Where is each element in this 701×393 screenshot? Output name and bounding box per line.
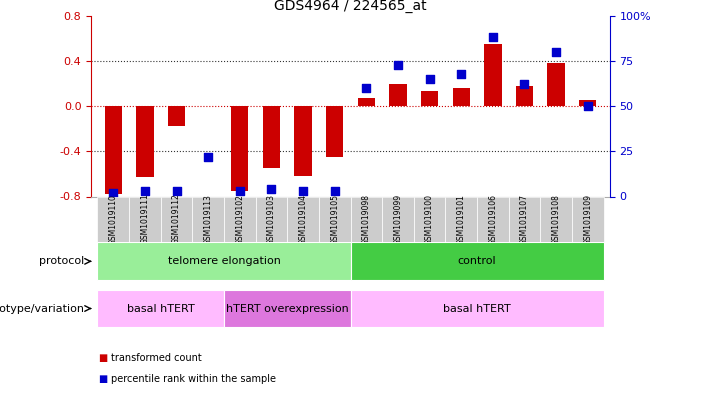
Bar	[287, 196, 319, 242]
Text: hTERT overexpression: hTERT overexpression	[226, 303, 348, 314]
Point	[297, 188, 308, 194]
Point	[424, 76, 435, 82]
Text: ■: ■	[98, 353, 107, 363]
Point	[203, 154, 214, 160]
Title: GDS4964 / 224565_at: GDS4964 / 224565_at	[274, 0, 427, 13]
Text: basal hTERT: basal hTERT	[127, 303, 195, 314]
Text: GSM1019107: GSM1019107	[520, 194, 529, 244]
Bar	[136, 106, 154, 177]
Point	[456, 70, 467, 77]
Bar	[358, 98, 375, 106]
Bar	[161, 196, 192, 242]
Bar	[421, 92, 438, 106]
Text: telomere elongation: telomere elongation	[168, 256, 280, 266]
Point	[393, 61, 404, 68]
Bar	[326, 106, 343, 157]
Bar	[224, 196, 256, 242]
Bar	[97, 290, 224, 327]
Point	[234, 188, 245, 194]
Bar	[382, 196, 414, 242]
Bar	[263, 106, 280, 168]
Text: GSM1019109: GSM1019109	[583, 194, 592, 244]
Text: GSM1019105: GSM1019105	[330, 194, 339, 244]
Text: ■: ■	[98, 374, 107, 384]
Text: GSM1019111: GSM1019111	[140, 194, 149, 244]
Point	[487, 34, 498, 40]
Bar	[256, 196, 287, 242]
Bar	[414, 196, 445, 242]
Bar	[350, 196, 382, 242]
Bar	[453, 88, 470, 106]
Point	[266, 186, 277, 193]
Bar	[224, 290, 350, 327]
Point	[171, 188, 182, 194]
Text: basal hTERT: basal hTERT	[443, 303, 511, 314]
Point	[108, 190, 119, 196]
Text: control: control	[458, 256, 496, 266]
Text: transformed count: transformed count	[111, 353, 201, 363]
Text: GSM1019113: GSM1019113	[204, 194, 212, 244]
Bar	[445, 196, 477, 242]
Bar	[192, 196, 224, 242]
Text: GSM1019103: GSM1019103	[267, 194, 276, 244]
Text: GSM1019106: GSM1019106	[489, 194, 497, 244]
Text: GSM1019101: GSM1019101	[457, 194, 465, 244]
Bar	[104, 106, 122, 194]
Text: percentile rank within the sample: percentile rank within the sample	[111, 374, 275, 384]
Bar	[350, 242, 604, 280]
Bar	[579, 101, 597, 106]
Bar	[97, 242, 350, 280]
Bar	[477, 196, 509, 242]
Bar	[547, 63, 565, 106]
Text: protocol: protocol	[39, 256, 84, 266]
Text: GSM1019108: GSM1019108	[552, 194, 561, 244]
Point	[550, 49, 562, 55]
Bar	[168, 106, 185, 127]
Bar	[516, 86, 533, 106]
Point	[582, 103, 593, 109]
Point	[139, 188, 151, 194]
Text: GSM1019104: GSM1019104	[299, 194, 308, 244]
Text: GSM1019098: GSM1019098	[362, 194, 371, 244]
Point	[519, 81, 530, 88]
Text: GSM1019110: GSM1019110	[109, 194, 118, 244]
Bar	[97, 196, 129, 242]
Bar	[389, 84, 407, 106]
Bar	[319, 196, 350, 242]
Bar	[350, 290, 604, 327]
Bar	[129, 196, 161, 242]
Bar	[484, 44, 501, 106]
Text: GSM1019102: GSM1019102	[236, 194, 244, 244]
Text: genotype/variation: genotype/variation	[0, 303, 84, 314]
Point	[361, 85, 372, 91]
Text: GSM1019112: GSM1019112	[172, 194, 181, 244]
Point	[329, 188, 340, 194]
Bar	[509, 196, 540, 242]
Text: GSM1019099: GSM1019099	[393, 193, 402, 245]
Bar	[572, 196, 604, 242]
Bar	[231, 106, 248, 191]
Text: GSM1019100: GSM1019100	[425, 194, 434, 244]
Bar	[294, 106, 312, 176]
Bar	[540, 196, 572, 242]
